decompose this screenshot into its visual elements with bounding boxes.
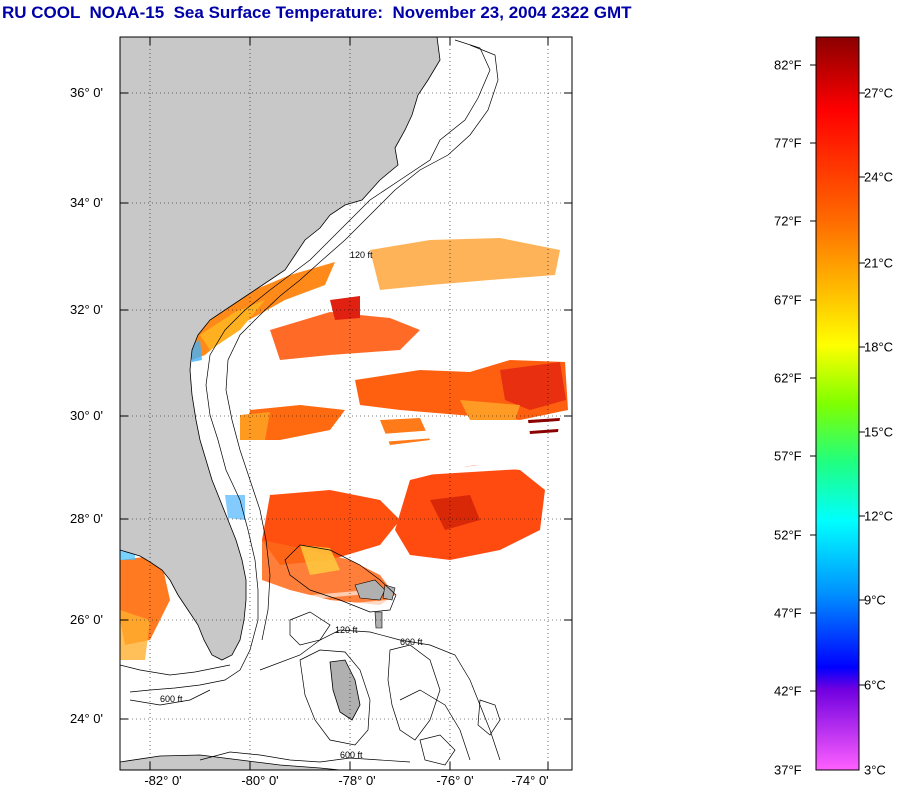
colorbar-f-label: 72°F <box>774 213 802 229</box>
colorbar-c-label: 18°C <box>864 339 894 355</box>
lat-label-28: 28° 0' <box>70 511 103 526</box>
colorbar-ticks <box>810 64 865 692</box>
land-cuba <box>120 754 341 770</box>
lat-label-24: 24° 0' <box>70 711 103 726</box>
colorbar-c-label: 21°C <box>864 255 894 271</box>
isobath-label-600-c: 600 ft <box>400 637 423 647</box>
colorbar-f-label: 67°F <box>774 292 802 308</box>
isobath-contours <box>120 39 501 766</box>
lon-label-82: -82° 0' <box>144 773 182 788</box>
isobath-label-600: 600 ft <box>160 694 183 704</box>
colorbar-f-label: 82°F <box>774 57 802 73</box>
map-frame <box>119 36 573 771</box>
map-title: RU COOL NOAA-15 Sea Surface Temperature:… <box>2 3 632 22</box>
lon-label-78: -78° 0' <box>338 773 376 788</box>
colorbar-c-label: 27°C <box>864 85 894 101</box>
axis-ticks <box>120 37 572 770</box>
scan-gaps <box>230 420 572 617</box>
lon-label-80: -80° 0' <box>241 773 279 788</box>
colorbar-f-label: 62°F <box>774 370 802 386</box>
colorbar-c-label: 9°C <box>864 592 886 608</box>
colorbar-f-label: 52°F <box>774 527 802 543</box>
colorbar-f-label: 47°F <box>774 605 802 621</box>
colorbar-f-label: 42°F <box>774 683 802 699</box>
land-mainland <box>120 37 441 661</box>
colorbar-c-label: 15°C <box>864 424 894 440</box>
colorbar <box>815 36 860 771</box>
isobath-label-600-b: 600 ft <box>340 750 363 760</box>
colorbar-f-label: 77°F <box>774 135 802 151</box>
lat-label-26: 26° 0' <box>70 612 103 627</box>
graticule <box>120 37 572 770</box>
colorbar-c-label: 12°C <box>864 508 894 524</box>
lon-label-74: -74° 0' <box>511 773 549 788</box>
colorbar-f-label: 57°F <box>774 448 802 464</box>
land-bahamas <box>329 659 361 721</box>
lat-label-34: 34° 0' <box>70 195 103 210</box>
colorbar-c-label: 6°C <box>864 677 886 693</box>
lat-label-30: 30° 0' <box>70 408 103 423</box>
isobath-label-120: 120 ft <box>350 250 373 260</box>
lat-label-36: 36° 0' <box>70 85 103 100</box>
colorbar-c-label: 3°C <box>864 762 886 778</box>
sst-patches <box>120 230 568 660</box>
lat-label-32: 32° 0' <box>70 302 103 317</box>
colorbar-f-label: 37°F <box>774 762 802 778</box>
colorbar-c-label: 24°C <box>864 169 894 185</box>
isobath-label-120-b: 120 ft <box>335 625 358 635</box>
lon-label-76: -76° 0' <box>436 773 474 788</box>
